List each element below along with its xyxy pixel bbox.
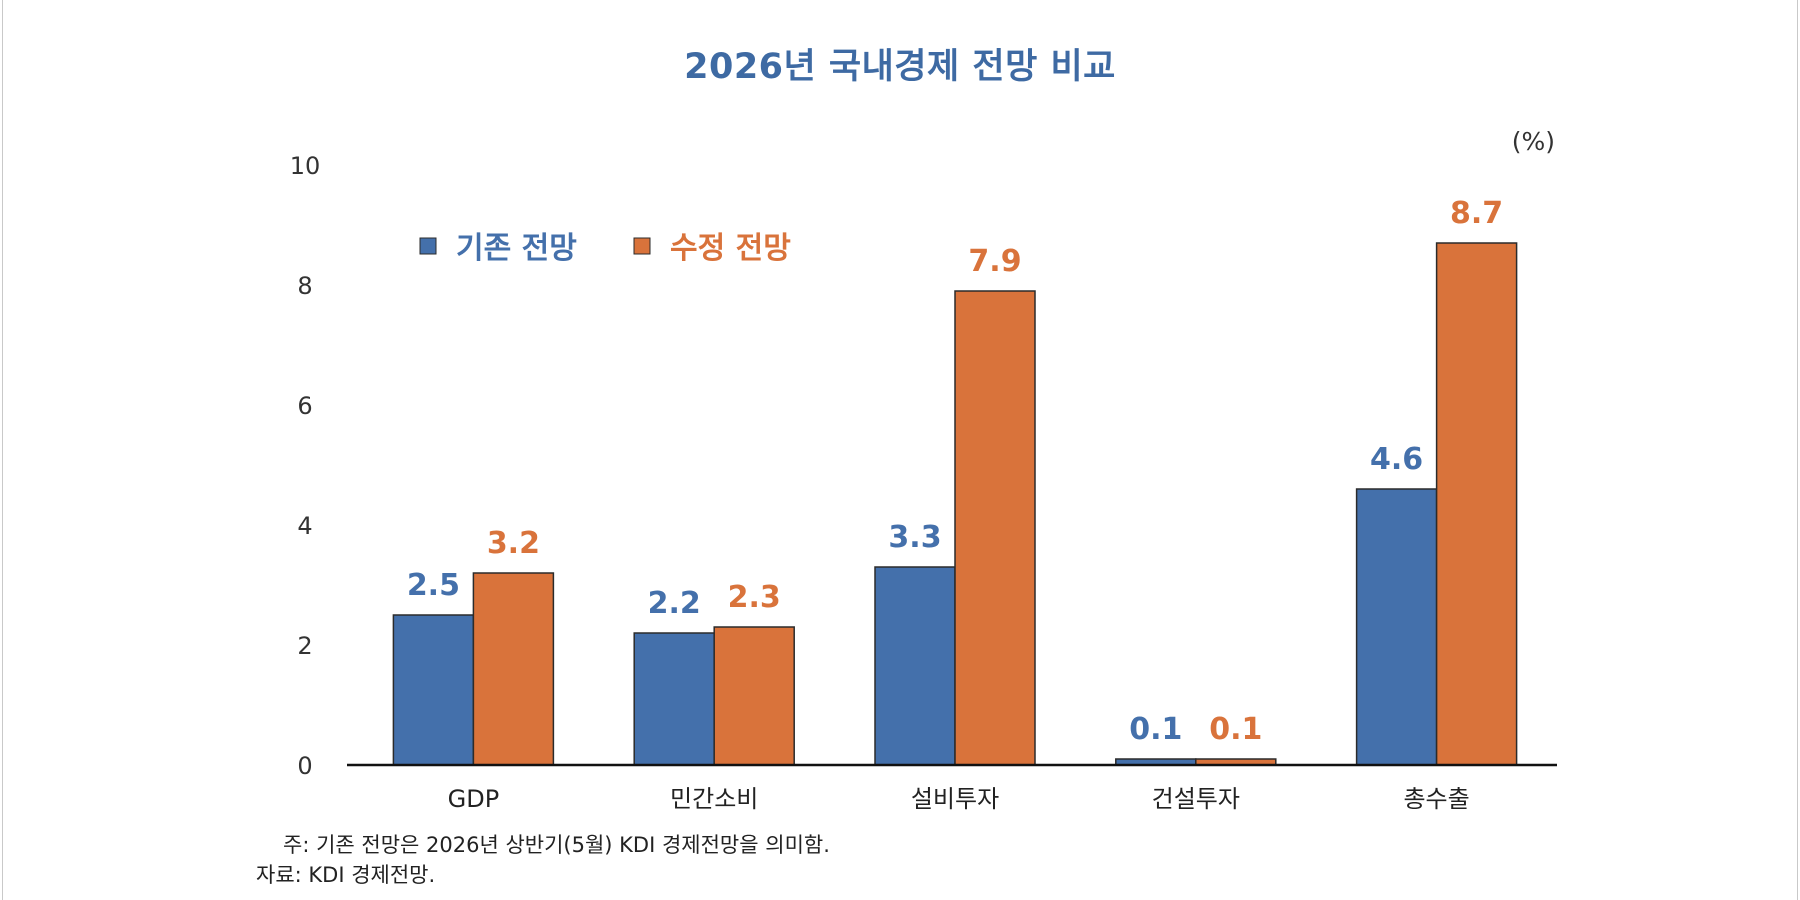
x-tick-label: 건설투자 [1152, 785, 1240, 813]
legend-swatch [633, 237, 651, 255]
y-tick-label: 4 [297, 512, 312, 540]
x-tick-label: 설비투자 [911, 785, 999, 813]
data-label: 4.6 [1370, 442, 1423, 477]
y-axis: 0 2 4 6 8 10 [290, 152, 321, 780]
y-tick-label: 10 [290, 152, 321, 180]
data-label: 0.1 [1209, 712, 1262, 747]
bar-revised [1435, 242, 1518, 766]
frame-left-border [2, 0, 3, 900]
bar-revised [954, 290, 1036, 766]
bar-baseline [633, 632, 715, 766]
data-label: 2.5 [407, 568, 460, 603]
x-axis: GDP 민간소비 설비투자 건설투자 총수출 [347, 763, 1557, 813]
data-label: 8.7 [1450, 196, 1503, 231]
bar-revised [713, 626, 795, 766]
data-label: 2.3 [728, 580, 781, 615]
data-label: 2.2 [648, 586, 701, 621]
bar-baseline [1355, 488, 1438, 766]
bars: 2.5 3.2 2.2 2.3 3.3 7.9 0.1 0.1 4.6 8.7 [392, 196, 1518, 766]
chart-source: 자료: KDI 경제전망. [256, 863, 436, 887]
legend-label: 수정 전망 [670, 231, 791, 266]
data-label: 3.2 [487, 526, 540, 561]
x-tick-label: GDP [448, 785, 500, 813]
chart-title: 2026년 국내경제 전망 비교 [684, 47, 1116, 87]
data-label: 7.9 [968, 244, 1021, 279]
legend-swatch [419, 237, 437, 255]
bar-revised [472, 572, 555, 766]
x-tick-label: 총수출 [1403, 785, 1469, 813]
frame-right-border [1797, 0, 1798, 900]
y-tick-label: 8 [297, 272, 312, 300]
bar-baseline [874, 566, 956, 766]
y-tick-label: 6 [297, 392, 312, 420]
legend-label: 기존 전망 [456, 231, 577, 266]
data-label: 0.1 [1129, 712, 1182, 747]
data-label: 3.3 [888, 520, 941, 555]
x-tick-label: 민간소비 [670, 785, 758, 813]
y-tick-label: 0 [297, 752, 312, 780]
y-tick-label: 2 [297, 632, 312, 660]
bar-baseline [392, 614, 475, 766]
chart-note: 주: 기존 전망은 2026년 상반기(5월) KDI 경제전망을 의미함. [283, 833, 830, 857]
legend: 기존 전망 수정 전망 [419, 231, 791, 266]
unit-label: (%) [1512, 127, 1555, 156]
